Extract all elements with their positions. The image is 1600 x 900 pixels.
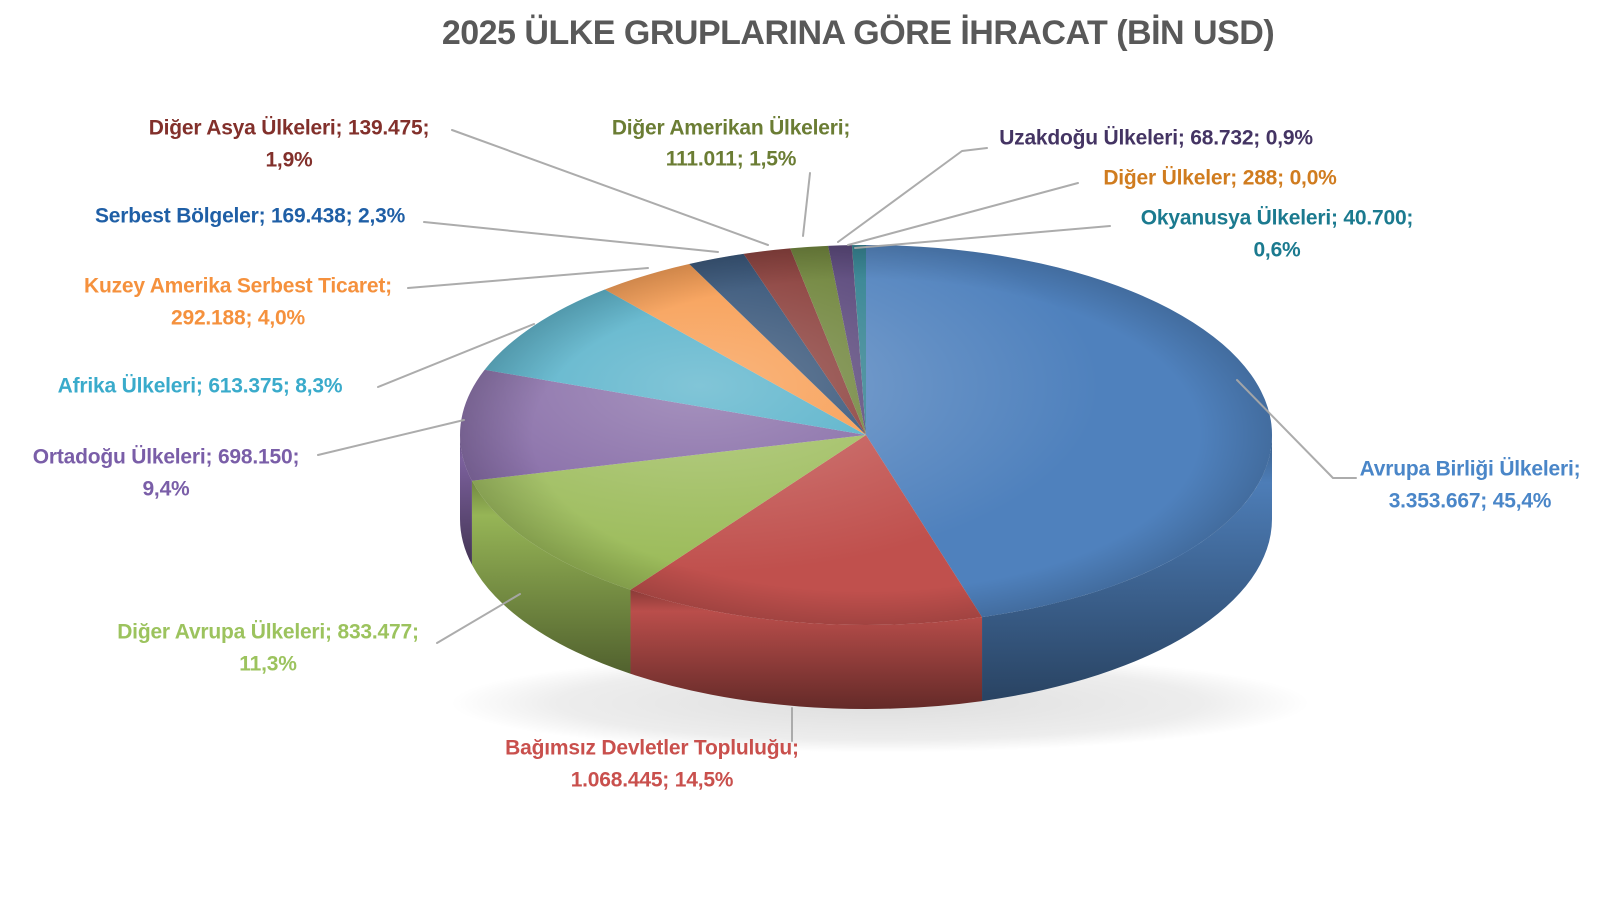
slice-label-diger-amerikan-line2: 111.011; 1,5% xyxy=(666,148,797,171)
slice-label-bagimsiz-devletler-line2: 1.068.445; 14,5% xyxy=(571,769,734,792)
leader-line-diger-avrupa xyxy=(436,593,521,644)
pie-slices xyxy=(460,244,1273,626)
leader-line-serbest-bolgeler xyxy=(423,221,719,253)
leader-line-diger-amerikan xyxy=(802,172,811,237)
leader-line-uzakdogu xyxy=(837,147,988,243)
slice-label-uzakdogu-line1: Uzakdoğu Ülkeleri; 68.732; 0,9% xyxy=(999,127,1313,150)
leader-line-afrika xyxy=(377,323,535,388)
leader-line-kuzey-amerika xyxy=(407,267,649,289)
slice-label-afrika-line1: Afrika Ülkeleri; 613.375; 8,3% xyxy=(58,375,343,398)
slice-label-ortadogu-line1: Ortadoğu Ülkeleri; 698.150; xyxy=(33,446,300,469)
slice-label-diger-asya-line1: Diğer Asya Ülkeleri; 139.475; xyxy=(149,117,430,140)
slice-label-okyanusya-line2: 0,6% xyxy=(1253,239,1301,262)
slice-label-diger-asya-line2: 1,9% xyxy=(265,149,313,172)
slice-label-bagimsiz-devletler-line1: Bağımsız Devletler Topluluğu; xyxy=(505,737,799,760)
slice-label-avrupa-birligi-line1: Avrupa Birliği Ülkeleri; xyxy=(1360,458,1581,481)
pie-slice-wall-avrupa-birligi xyxy=(982,435,1273,702)
slice-label-avrupa-birligi-line2: 3.353.667; 45,4% xyxy=(1389,490,1552,513)
chart-title: 2025 ÜLKE GRUPLARINA GÖRE İHRACAT (BİN U… xyxy=(442,14,1274,52)
slice-label-kuzey-amerika-line2: 292.188; 4,0% xyxy=(171,307,306,330)
slice-label-okyanusya-line1: Okyanusya Ülkeleri; 40.700; xyxy=(1141,207,1413,230)
slice-label-diger-avrupa-line1: Diğer Avrupa Ülkeleri; 833.477; xyxy=(117,621,419,644)
slice-label-diger-ulkeler-line1: Diğer Ülkeler; 288; 0,0% xyxy=(1103,167,1337,190)
leader-line-avrupa-birligi xyxy=(1236,379,1357,479)
slice-labels: Avrupa Birliği Ülkeleri; 3.353.667; 45,4%… xyxy=(33,117,1581,792)
slice-label-serbest-bolgeler-line1: Serbest Bölgeler; 169.438; 2,3% xyxy=(95,205,406,228)
leader-lines xyxy=(317,129,1357,742)
slice-label-kuzey-amerika-line1: Kuzey Amerika Serbest Ticaret; xyxy=(84,275,392,298)
slice-label-diger-amerikan-line1: Diğer Amerikan Ülkeleri; xyxy=(612,117,850,140)
leader-line-ortadogu xyxy=(317,419,465,456)
leader-line-okyanusya xyxy=(854,225,1111,249)
slice-label-diger-avrupa-line2: 11,3% xyxy=(239,653,297,676)
leader-line-diger-ulkeler xyxy=(847,182,1079,246)
leader-line-diger-asya xyxy=(451,129,769,246)
slice-label-ortadogu-line2: 9,4% xyxy=(142,478,190,501)
